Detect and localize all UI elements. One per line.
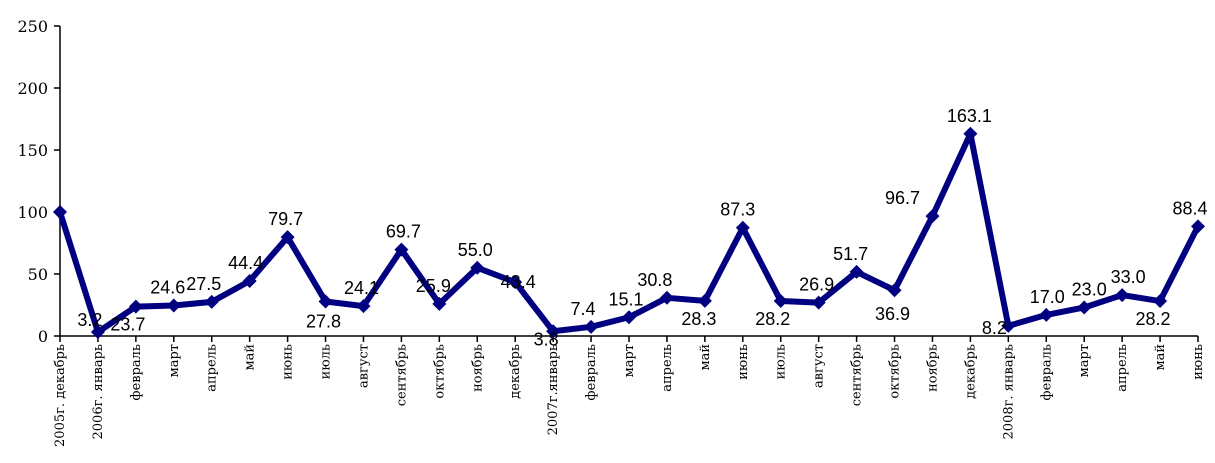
data-label: 23.0 — [1072, 279, 1107, 299]
x-tick-label: февраль — [129, 344, 144, 401]
y-tick-label: 0 — [38, 327, 48, 346]
x-tick-label: май — [243, 344, 258, 371]
data-label: 17.0 — [1030, 287, 1065, 307]
data-point-marker — [242, 273, 257, 288]
x-tick-label: сентябрь — [394, 344, 409, 406]
data-label: 3.8 — [534, 329, 559, 349]
data-label: 25.9 — [416, 276, 451, 296]
data-point-marker — [546, 324, 561, 339]
x-tick-label: ноябрь — [925, 344, 940, 392]
data-point-marker — [166, 298, 181, 313]
data-label: 8.2 — [982, 318, 1007, 338]
data-label: 163.1 — [947, 106, 992, 126]
x-tick-label: август — [356, 344, 371, 388]
data-point-marker — [659, 290, 674, 305]
data-point-marker — [280, 230, 295, 245]
data-label: 33.0 — [1111, 267, 1146, 287]
x-tick-label: март — [1077, 344, 1092, 377]
data-label: 3.2 — [77, 310, 102, 330]
data-label: 28.3 — [681, 309, 716, 329]
x-tick-label: 2007г.январь — [546, 344, 561, 435]
x-tick-label: март — [167, 344, 182, 377]
y-tick-label: 50 — [28, 265, 48, 284]
x-tick-label: май — [1153, 344, 1168, 371]
data-point-marker — [925, 209, 940, 224]
x-tick-label: февраль — [1039, 344, 1054, 401]
data-label: 88.4 — [1172, 198, 1207, 218]
data-label: 27.5 — [186, 274, 221, 294]
y-tick-label: 250 — [17, 17, 48, 36]
data-label: 96.7 — [885, 188, 920, 208]
data-point-marker — [1039, 307, 1054, 322]
x-tick-label: июль — [774, 344, 789, 379]
x-tick-label: июль — [319, 344, 334, 379]
x-tick-label: апрель — [205, 344, 220, 392]
x-tick-label: 2008г. январь — [1001, 344, 1016, 440]
x-tick-label: март — [622, 344, 637, 377]
data-label: 28.2 — [1136, 309, 1171, 329]
data-point-marker — [508, 275, 523, 290]
data-point-marker — [1001, 318, 1016, 333]
x-tick-label: сентябрь — [850, 344, 865, 406]
x-tick-label: июнь — [736, 344, 751, 380]
data-point-marker — [1077, 300, 1092, 315]
y-tick-label: 150 — [17, 141, 48, 160]
x-tick-label: май — [698, 344, 713, 371]
x-tick-label: июнь — [1191, 344, 1206, 380]
data-label: 87.3 — [720, 200, 755, 220]
data-label: 55.0 — [458, 240, 493, 260]
data-point-marker — [470, 260, 485, 275]
data-label: 24.6 — [150, 277, 185, 297]
data-point-marker — [90, 325, 105, 340]
data-label: 15.1 — [608, 289, 643, 309]
data-point-marker — [811, 295, 826, 310]
data-point-marker — [318, 294, 333, 309]
data-point-marker — [773, 294, 788, 309]
data-label: 43.4 — [501, 272, 536, 292]
y-tick-label: 100 — [17, 203, 48, 222]
data-point-marker — [735, 220, 750, 235]
data-point-marker — [394, 242, 409, 257]
data-point-marker — [963, 126, 978, 141]
data-point-marker — [1191, 219, 1205, 234]
x-tick-label: ноябрь — [470, 344, 485, 392]
data-point-marker — [887, 283, 902, 298]
data-point-marker — [432, 296, 447, 311]
y-tick-label: 200 — [17, 79, 48, 98]
data-point-marker — [356, 299, 371, 314]
x-tick-label: август — [812, 344, 827, 388]
data-point-marker — [849, 264, 864, 279]
x-tick-label: декабрь — [963, 344, 978, 399]
x-tick-label: декабрь — [508, 344, 523, 399]
data-point-marker — [204, 294, 219, 309]
data-label: 26.9 — [799, 275, 834, 295]
data-label: 79.7 — [268, 209, 303, 229]
data-point-marker — [1153, 294, 1168, 309]
x-tick-label: 2006г. январь — [91, 344, 106, 440]
data-label: 24.1 — [344, 278, 379, 298]
data-label: 27.8 — [306, 312, 341, 332]
data-label: 30.8 — [637, 270, 672, 290]
data-label: 51.7 — [833, 244, 868, 264]
x-tick-label: февраль — [584, 344, 599, 401]
data-label: 28.2 — [755, 309, 790, 329]
data-label: 44.4 — [228, 253, 263, 273]
x-tick-label: октябрь — [888, 344, 903, 399]
data-label: 23.7 — [110, 315, 145, 335]
data-label: 7.4 — [571, 299, 596, 319]
x-tick-label: октябрь — [432, 344, 447, 399]
data-point-marker — [53, 205, 67, 219]
data-label: 69.7 — [386, 222, 421, 242]
data-point-marker — [128, 299, 143, 314]
data-point-marker — [622, 310, 636, 325]
data-point-marker — [584, 319, 599, 334]
x-tick-label: апрель — [660, 344, 675, 392]
x-tick-label: 2005г. декабрь — [53, 344, 68, 447]
data-point-marker — [697, 293, 712, 308]
x-tick-label: июнь — [281, 344, 296, 380]
data-label: 36.9 — [875, 304, 910, 324]
data-point-marker — [1115, 288, 1130, 303]
x-tick-label: апрель — [1115, 344, 1130, 392]
